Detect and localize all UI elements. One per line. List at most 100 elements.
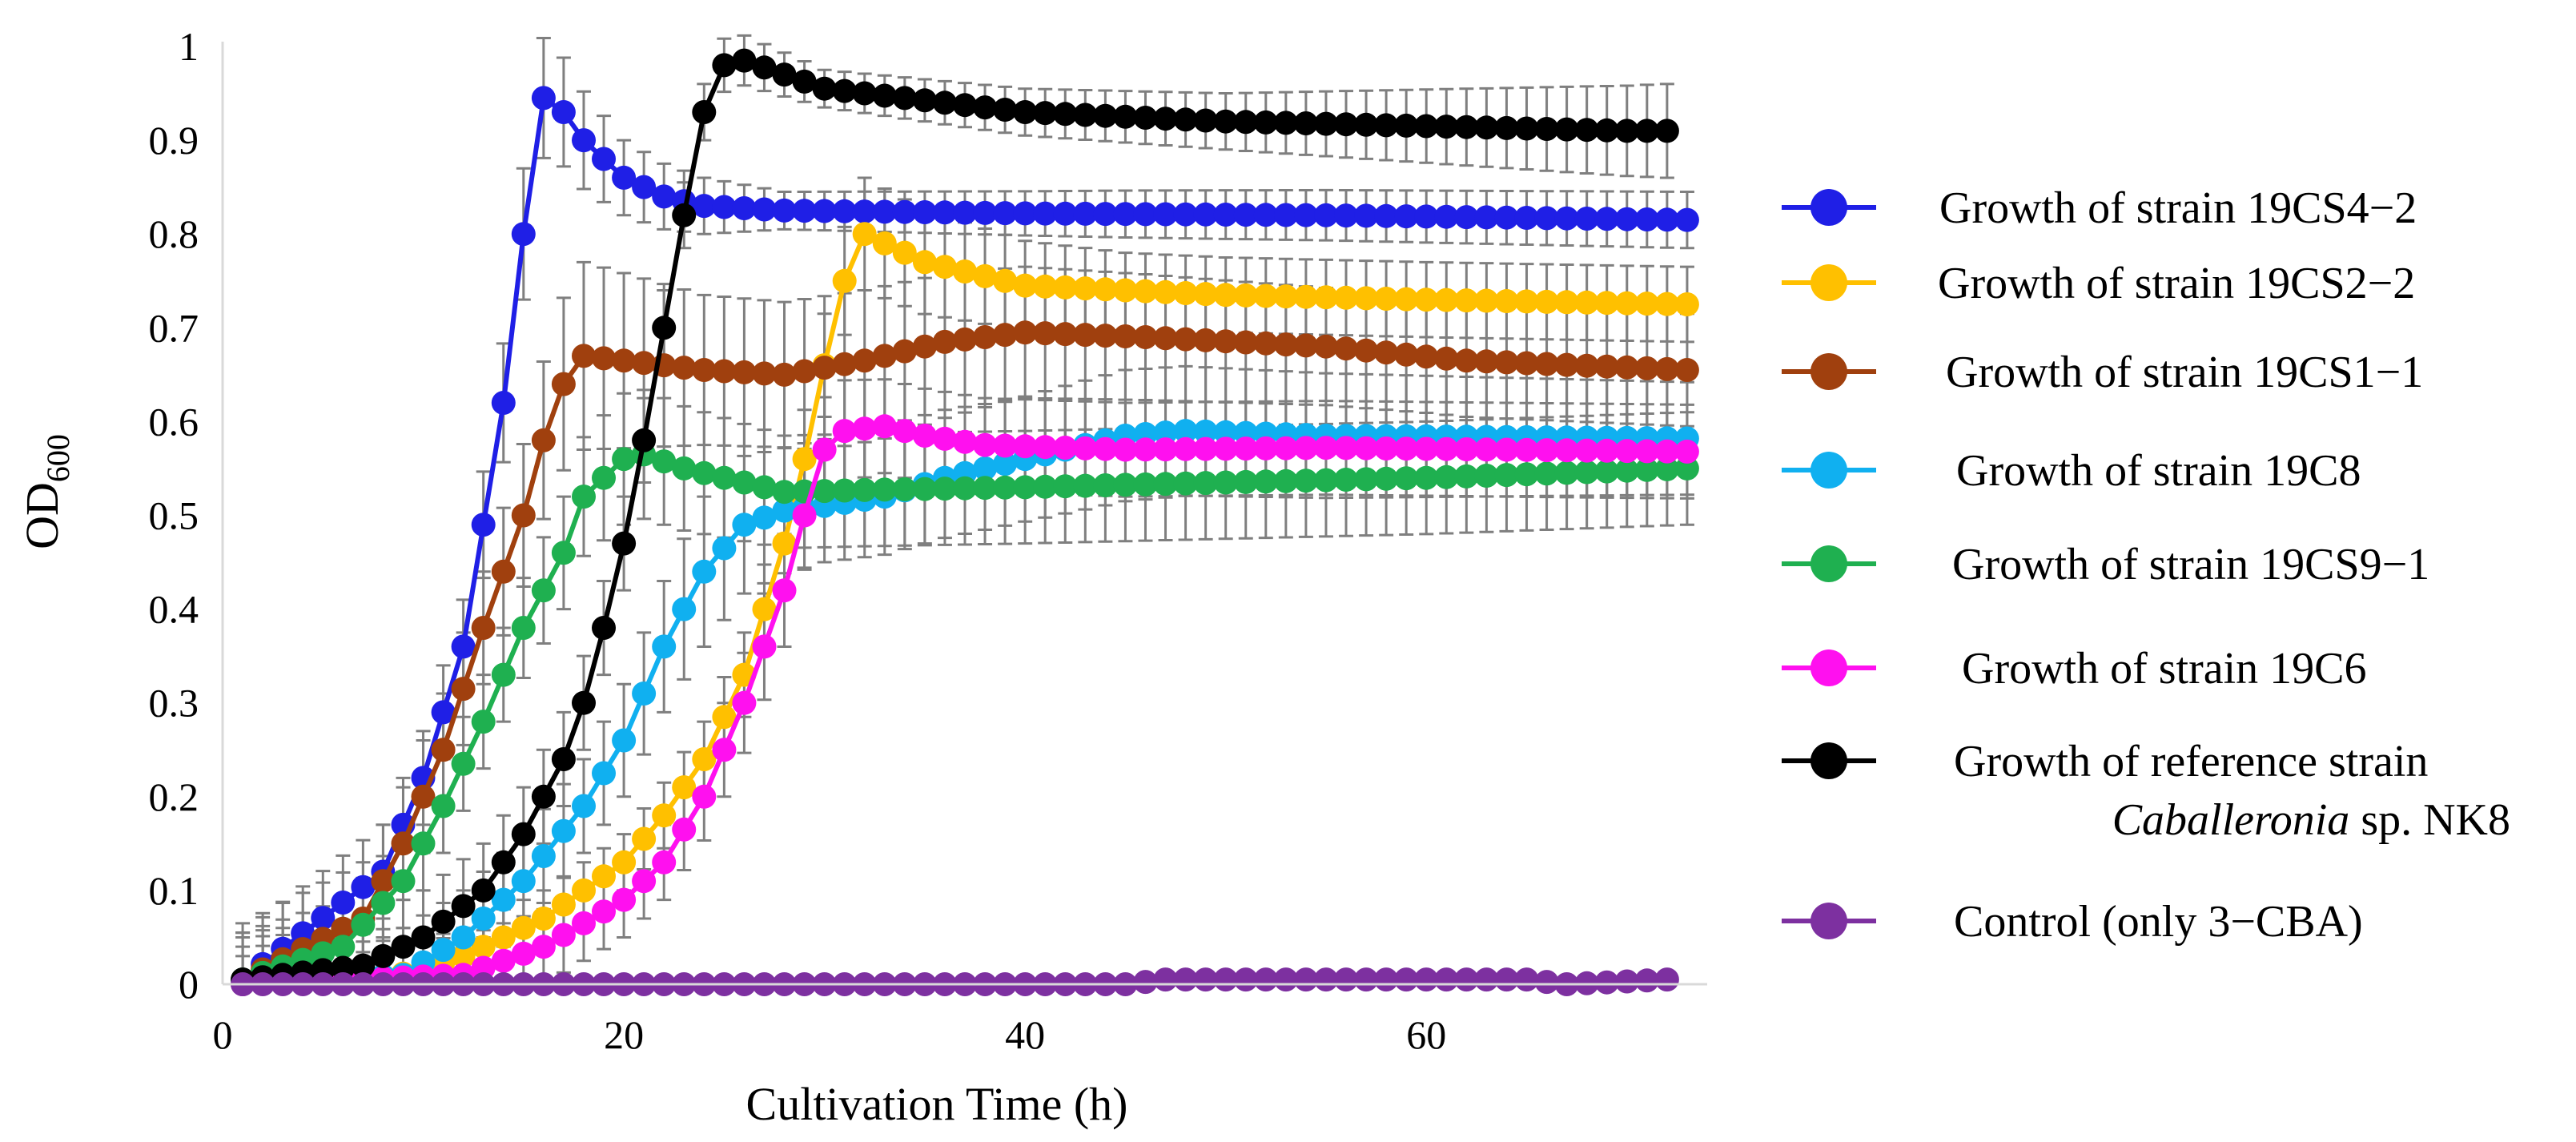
data-point <box>812 76 837 101</box>
data-point <box>712 705 737 730</box>
data-point <box>752 197 777 222</box>
data-point <box>311 906 336 931</box>
data-point <box>752 55 777 80</box>
data-point <box>451 677 476 702</box>
data-point <box>1053 102 1078 127</box>
data-point <box>1414 114 1439 139</box>
data-point <box>431 938 456 963</box>
data-point <box>1153 420 1178 445</box>
data-point <box>1213 967 1238 992</box>
data-point <box>351 875 376 899</box>
data-point <box>1153 326 1178 351</box>
legend-label: Growth of strain 19C8 <box>1956 446 2361 496</box>
data-point <box>652 634 677 659</box>
data-point <box>892 240 917 265</box>
legend-label-line2: Caballeronia sp. NK8 <box>2112 795 2510 845</box>
data-point <box>812 199 837 223</box>
data-point <box>612 850 637 875</box>
data-point <box>1013 273 1038 298</box>
data-point <box>551 372 576 396</box>
data-point <box>391 869 416 894</box>
data-point <box>1193 328 1218 352</box>
data-point <box>1033 101 1058 126</box>
data-point <box>1334 285 1358 310</box>
data-point <box>832 352 857 376</box>
data-point <box>1594 207 1619 231</box>
data-point <box>451 925 476 950</box>
data-point <box>511 503 536 528</box>
legend-swatch-marker <box>1810 353 1847 390</box>
data-point <box>1153 967 1178 992</box>
data-point <box>1534 289 1559 314</box>
data-point <box>551 747 576 771</box>
data-point <box>331 916 356 941</box>
data-point <box>491 559 516 584</box>
data-point <box>1113 472 1138 497</box>
data-point <box>1233 203 1258 227</box>
y-tick-label: 0.5 <box>149 493 199 538</box>
data-point <box>471 907 496 931</box>
data-point <box>1514 206 1539 230</box>
data-point <box>852 81 877 106</box>
data-point <box>1474 288 1499 313</box>
data-point <box>832 478 857 503</box>
data-point <box>1654 456 1679 481</box>
data-point <box>1494 463 1519 488</box>
data-point <box>832 78 857 103</box>
data-point <box>1173 202 1198 227</box>
y-tick-label: 0 <box>179 962 199 1007</box>
data-point <box>572 128 596 153</box>
data-point <box>531 935 556 959</box>
data-point <box>1674 439 1699 464</box>
legend-label: Control (only 3−CBA) <box>1954 897 2363 947</box>
data-point <box>1394 204 1419 229</box>
legend-swatch-marker <box>1810 189 1847 226</box>
data-point <box>812 437 837 462</box>
data-point <box>1514 967 1539 992</box>
data-point <box>652 850 677 875</box>
data-point <box>1314 285 1338 310</box>
data-point <box>551 818 576 843</box>
data-point <box>672 203 697 227</box>
legend-label: Growth of reference strain <box>1954 737 2428 786</box>
data-point <box>431 738 456 762</box>
data-point <box>1053 436 1078 460</box>
data-point <box>1654 356 1679 381</box>
data-point <box>1474 437 1499 462</box>
data-point <box>712 53 737 78</box>
data-point <box>752 475 777 500</box>
y-axis-title: OD600 <box>16 434 76 549</box>
data-point <box>1133 325 1158 349</box>
data-point <box>632 428 657 452</box>
data-point <box>551 892 576 917</box>
data-point <box>1093 277 1118 302</box>
data-point <box>1594 291 1619 316</box>
data-point <box>1334 336 1358 361</box>
data-point <box>451 751 476 776</box>
data-point <box>973 432 998 457</box>
data-point <box>1654 967 1679 992</box>
data-point <box>1414 465 1439 490</box>
data-point <box>1173 419 1198 444</box>
y-tick-label: 1 <box>179 24 199 69</box>
data-point <box>932 90 957 115</box>
data-point <box>993 268 1018 293</box>
data-point <box>852 348 877 373</box>
data-point <box>1293 967 1318 992</box>
data-point <box>973 263 998 288</box>
data-point <box>1013 100 1038 124</box>
data-point <box>712 359 737 384</box>
data-point <box>872 344 897 368</box>
data-point <box>1173 327 1198 352</box>
data-point <box>1454 115 1479 139</box>
data-point <box>1273 111 1298 135</box>
data-point <box>1213 420 1238 444</box>
data-point <box>1414 436 1439 461</box>
data-point <box>632 351 657 376</box>
data-point <box>1394 287 1419 312</box>
data-point <box>1133 279 1158 304</box>
data-point <box>1053 201 1078 226</box>
data-point <box>1454 288 1479 313</box>
data-point <box>1133 437 1158 462</box>
data-point <box>792 503 817 528</box>
